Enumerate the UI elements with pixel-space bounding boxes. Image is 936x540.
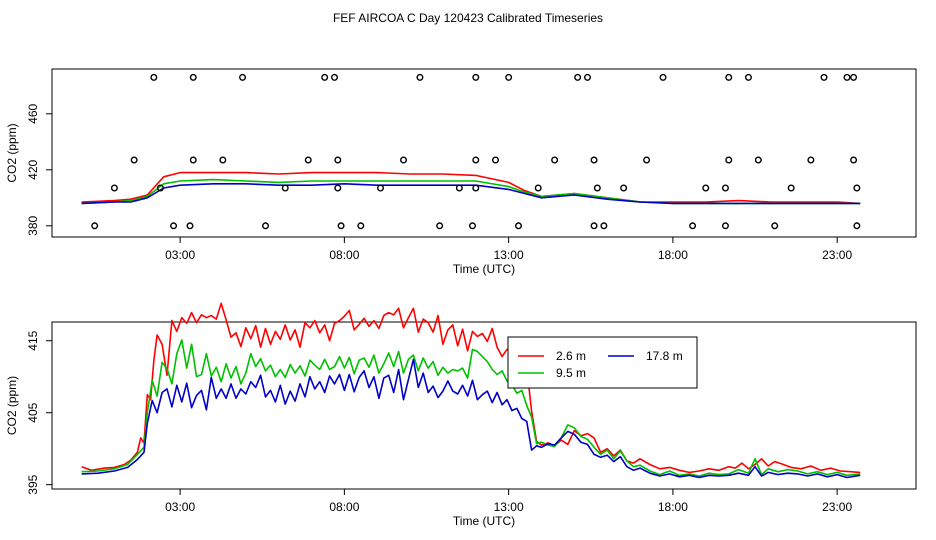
calibration-point	[130, 156, 138, 164]
calibration-point	[110, 184, 118, 192]
calibration-point	[771, 222, 779, 230]
y-tick-label: 415	[26, 330, 40, 350]
series-line-2-6-m	[81, 171, 861, 205]
calibration-point	[853, 222, 861, 230]
plot-frame	[51, 321, 917, 490]
calibration-point	[150, 73, 158, 81]
calibration-point	[189, 73, 197, 81]
calibration-point	[416, 73, 424, 81]
x-tick-label: 08:00	[329, 500, 359, 514]
calibration-point	[514, 222, 522, 230]
calibration-point	[91, 222, 99, 230]
x-tick-label: 23:00	[822, 248, 852, 262]
series-line-9-5-m	[81, 339, 861, 477]
series-line-9-5-m	[81, 178, 861, 205]
calibration-point	[725, 156, 733, 164]
x-tick-label: 18:00	[658, 500, 688, 514]
calibration-point	[239, 73, 247, 81]
y-tick-label: 460	[26, 103, 40, 123]
x-tick-label: 18:00	[658, 248, 688, 262]
calibration-point	[491, 156, 499, 164]
x-axis-label: Time (UTC)	[453, 514, 515, 528]
x-tick-label: 13:00	[494, 500, 524, 514]
y-tick-label: 405	[26, 402, 40, 422]
legend-label: 2.6 m	[556, 349, 586, 363]
x-tick-label: 23:00	[822, 500, 852, 514]
calibration-point	[455, 184, 463, 192]
calibration-point	[321, 73, 329, 81]
calibration-point	[593, 184, 601, 192]
calibration-point	[590, 222, 598, 230]
calibration-point	[377, 184, 385, 192]
calibration-point	[219, 156, 227, 164]
calibration-point	[721, 222, 729, 230]
legend-label: 9.5 m	[556, 366, 586, 380]
calibration-point	[400, 156, 408, 164]
legend: 2.6 m 9.5 m 17.8 m	[507, 336, 698, 389]
calibration-point	[754, 156, 762, 164]
calibration-point	[659, 73, 667, 81]
calibration-point	[643, 156, 651, 164]
bottom-panel: 03:00 08:00 13:00 18:00 23:00 395 405 415 Time (…	[5, 302, 917, 528]
calibration-point	[156, 184, 164, 192]
calibration-point	[590, 156, 598, 164]
calibration-point	[189, 156, 197, 164]
calibration-point	[702, 184, 710, 192]
calibration-point	[334, 184, 342, 192]
calibration-point	[689, 222, 697, 230]
y-axis-label: CO2 (ppm)	[5, 376, 19, 435]
calibration-point	[472, 73, 480, 81]
calibration-point	[574, 73, 582, 81]
y-axis-label: CO2 (ppm)	[5, 123, 19, 182]
calibration-point	[505, 73, 513, 81]
calibration-point	[807, 156, 815, 164]
x-tick-label: 03:00	[165, 500, 195, 514]
calibration-point	[334, 156, 342, 164]
legend-box	[507, 336, 698, 389]
y-tick-label: 380	[26, 215, 40, 235]
calibration-point	[620, 184, 628, 192]
calibration-point	[281, 184, 289, 192]
x-axis-label: Time (UTC)	[453, 262, 515, 276]
calibration-point	[744, 73, 752, 81]
calibration-point	[469, 222, 477, 230]
calibration-point	[304, 156, 312, 164]
calibration-point	[787, 184, 795, 192]
calibration-point	[551, 156, 559, 164]
calibration-point	[472, 184, 480, 192]
calibration-point	[534, 184, 542, 192]
calibration-point	[843, 73, 851, 81]
calibration-point	[436, 222, 444, 230]
calibration-point	[331, 73, 339, 81]
y-tick-label: 420	[26, 159, 40, 179]
plot-frame	[51, 68, 917, 238]
series-line-17-8-m	[81, 358, 861, 479]
x-tick-label: 03:00	[165, 248, 195, 262]
y-tick-label: 395	[26, 474, 40, 494]
x-tick-label: 08:00	[329, 248, 359, 262]
calibration-point	[170, 222, 178, 230]
x-tick-label: 13:00	[494, 248, 524, 262]
calibration-point	[850, 73, 858, 81]
series-line-2-6-m	[81, 302, 861, 474]
calibration-point	[600, 222, 608, 230]
calibration-point	[820, 73, 828, 81]
calibration-point	[853, 184, 861, 192]
calibration-point	[721, 184, 729, 192]
calibration-point	[583, 73, 591, 81]
calibration-point	[262, 222, 270, 230]
calibration-point	[186, 222, 194, 230]
legend-label: 17.8 m	[646, 349, 683, 363]
calibration-point	[337, 222, 345, 230]
chart-title: FEF AIRCOA C Day 120423 Calibrated Times…	[333, 11, 603, 25]
calibration-point	[472, 156, 480, 164]
calibration-point	[850, 156, 858, 164]
calibration-point	[357, 222, 365, 230]
top-panel: 03:00 08:00 13:00 18:00 23:00 380 420 460 Time (…	[5, 68, 917, 276]
calibration-point	[725, 73, 733, 81]
